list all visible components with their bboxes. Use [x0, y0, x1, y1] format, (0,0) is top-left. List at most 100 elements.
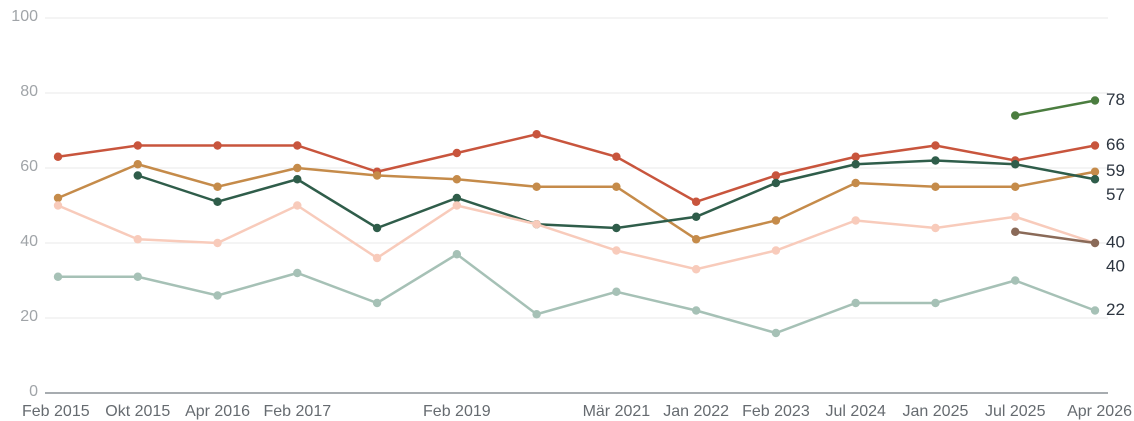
x-tick-label: Okt 2015: [105, 403, 170, 420]
point: [213, 141, 222, 150]
x-tick-label: Apr 2016: [185, 403, 250, 420]
point: [1011, 227, 1020, 236]
point: [1011, 212, 1020, 221]
point: [1090, 238, 1100, 248]
point: [133, 272, 142, 281]
point: [1011, 182, 1020, 191]
point: [851, 160, 860, 169]
end-label: 40: [1106, 256, 1125, 275]
point: [213, 291, 222, 300]
point: [133, 235, 142, 244]
x-tick-label: Feb 2015: [22, 403, 90, 420]
point: [1090, 96, 1100, 105]
point: [931, 298, 940, 308]
y-tick-label: 20: [20, 308, 38, 325]
point: [851, 152, 860, 161]
y-tick-label: 60: [20, 158, 38, 175]
point: [771, 246, 781, 255]
point: [1090, 306, 1100, 315]
point: [293, 163, 302, 173]
end-label: 78: [1106, 90, 1125, 109]
x-tick-label: Jul 2025: [985, 403, 1046, 420]
x-tick-label: Jan 2022: [663, 403, 729, 420]
point: [532, 182, 541, 191]
y-tick-label: 80: [20, 83, 38, 100]
point: [612, 223, 621, 233]
point: [931, 182, 940, 191]
x-tick-label: Feb 2023: [742, 403, 810, 420]
x-tick-label: Jul 2024: [825, 403, 886, 420]
end-label: 22: [1106, 300, 1125, 319]
point: [53, 193, 63, 203]
series-line: [1014, 99, 1096, 117]
point: [1090, 175, 1100, 184]
series-line: [58, 252, 1096, 335]
end-label: 40: [1106, 232, 1125, 251]
point: [293, 175, 302, 184]
point: [691, 265, 701, 274]
point: [372, 223, 382, 233]
point: [771, 171, 781, 180]
series-line: [57, 162, 1096, 241]
point: [213, 182, 222, 191]
point: [133, 141, 142, 150]
point: [133, 160, 142, 169]
point: [452, 250, 462, 259]
point: [931, 141, 940, 150]
y-tick-label: 100: [11, 8, 38, 25]
point: [53, 152, 63, 161]
series-line: [57, 132, 1096, 204]
point: [851, 178, 860, 188]
point: [53, 272, 63, 281]
point: [53, 201, 63, 210]
point: [691, 235, 701, 244]
point: [452, 193, 462, 203]
point: [851, 298, 860, 308]
point: [1090, 167, 1100, 176]
point: [771, 178, 781, 188]
point: [851, 216, 860, 225]
series-line: [57, 204, 1096, 271]
point: [612, 246, 621, 255]
point: [452, 148, 462, 158]
point: [1011, 160, 1020, 169]
point: [612, 287, 621, 296]
point: [931, 223, 940, 233]
point: [532, 220, 541, 229]
point: [1011, 111, 1020, 120]
point: [612, 182, 621, 191]
x-tick-label: Apr 2026: [1067, 403, 1132, 420]
point: [931, 156, 940, 165]
x-tick-label: Jan 2025: [903, 403, 969, 420]
point: [532, 310, 541, 319]
point: [1011, 276, 1020, 285]
point: [532, 130, 541, 139]
point: [771, 216, 781, 225]
point: [133, 171, 142, 180]
series-line: [1015, 230, 1096, 245]
point: [691, 212, 701, 221]
point: [691, 306, 701, 315]
point: [372, 171, 382, 180]
point: [372, 253, 382, 263]
point: [452, 201, 462, 210]
point: [293, 201, 302, 210]
end-label: 59: [1106, 161, 1125, 180]
y-tick-label: 40: [20, 233, 38, 250]
point: [293, 141, 302, 150]
point: [452, 175, 462, 184]
x-tick-label: Feb 2017: [264, 403, 332, 420]
point: [612, 152, 621, 161]
end-label: 66: [1106, 135, 1125, 154]
x-tick-label: Mär 2021: [583, 403, 651, 420]
point: [771, 328, 781, 338]
point: [293, 268, 302, 278]
point: [691, 197, 701, 206]
point: [213, 238, 222, 248]
point: [372, 298, 382, 308]
y-tick-label: 0: [29, 383, 38, 400]
end-label: 57: [1106, 185, 1125, 204]
point: [1090, 141, 1100, 150]
x-tick-label: Feb 2019: [423, 403, 491, 420]
